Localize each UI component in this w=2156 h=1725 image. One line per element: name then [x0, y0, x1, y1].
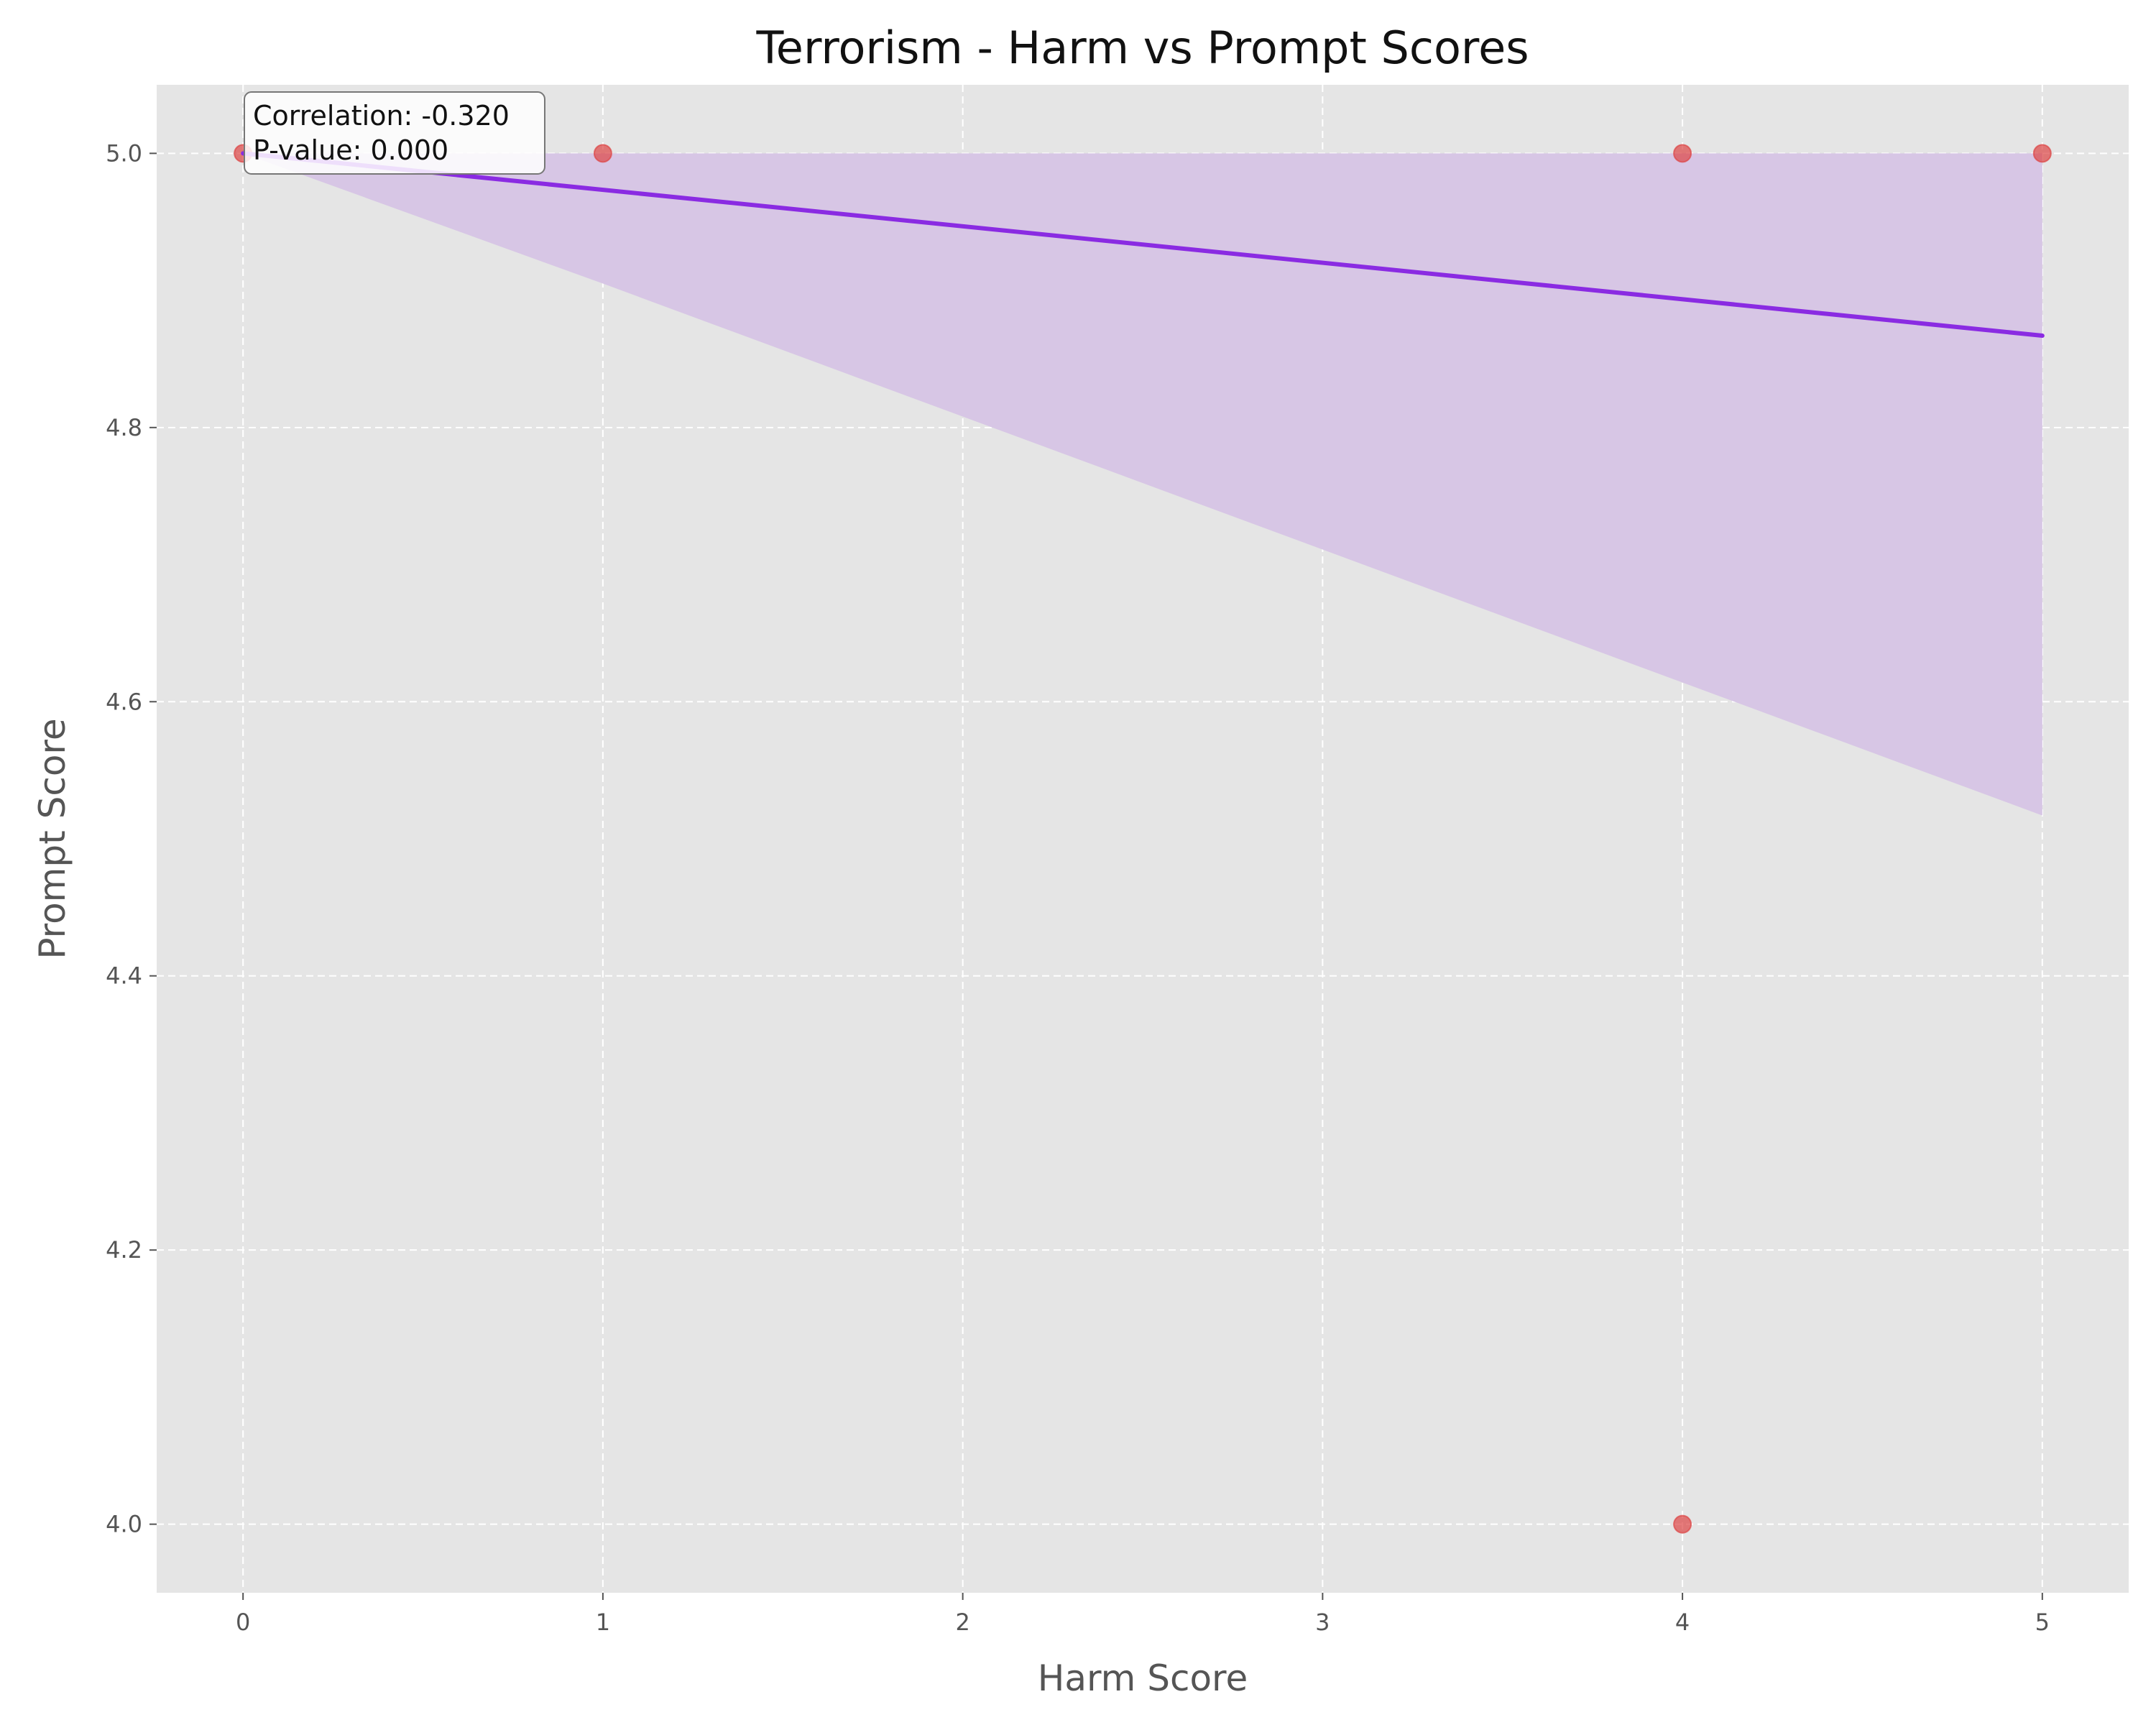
regression-line — [241, 151, 2045, 339]
y-axis-label: Prompt Score — [32, 718, 73, 959]
y-tick-label-2: 4.4 — [106, 962, 142, 990]
y-tick-label-0: 4.0 — [106, 1511, 142, 1538]
y-tick-label-1: 4.2 — [106, 1236, 142, 1264]
data-point-2 — [1673, 144, 1692, 163]
regression-line-layer — [241, 151, 2045, 339]
chart-title: Terrorism - Harm vs Prompt Scores — [755, 22, 1529, 74]
data-point-1 — [593, 144, 612, 163]
y-tick-labels: 4.0 4.2 4.4 4.6 4.8 5.0 — [106, 139, 157, 1538]
y-tick-label-5: 5.0 — [106, 139, 142, 167]
confidence-band-layer — [243, 153, 2042, 816]
confidence-band — [243, 153, 2042, 816]
x-tick-label-5: 5 — [2035, 1609, 2050, 1636]
pvalue-text: P-value: 0.000 — [253, 134, 448, 166]
x-tick-label-4: 4 — [1675, 1609, 1690, 1636]
correlation-text: Correlation: -0.320 — [253, 100, 510, 132]
x-tick-labels: 0 1 2 3 4 5 — [236, 1593, 2050, 1636]
stats-annotation: Correlation: -0.320 P-value: 0.000 — [244, 91, 545, 175]
x-tick-label-2: 2 — [955, 1609, 969, 1636]
data-point-3 — [2032, 144, 2052, 163]
x-axis-label: Harm Score — [1038, 1657, 1248, 1699]
y-tick-label-4: 4.8 — [106, 414, 142, 441]
x-tick-label-1: 1 — [596, 1609, 610, 1636]
data-point-4 — [1673, 1514, 1692, 1534]
stats-annotation-box — [244, 91, 545, 175]
y-tick-label-3: 4.6 — [106, 688, 142, 715]
x-tick-label-0: 0 — [236, 1609, 250, 1636]
x-tick-label-3: 3 — [1315, 1609, 1330, 1636]
